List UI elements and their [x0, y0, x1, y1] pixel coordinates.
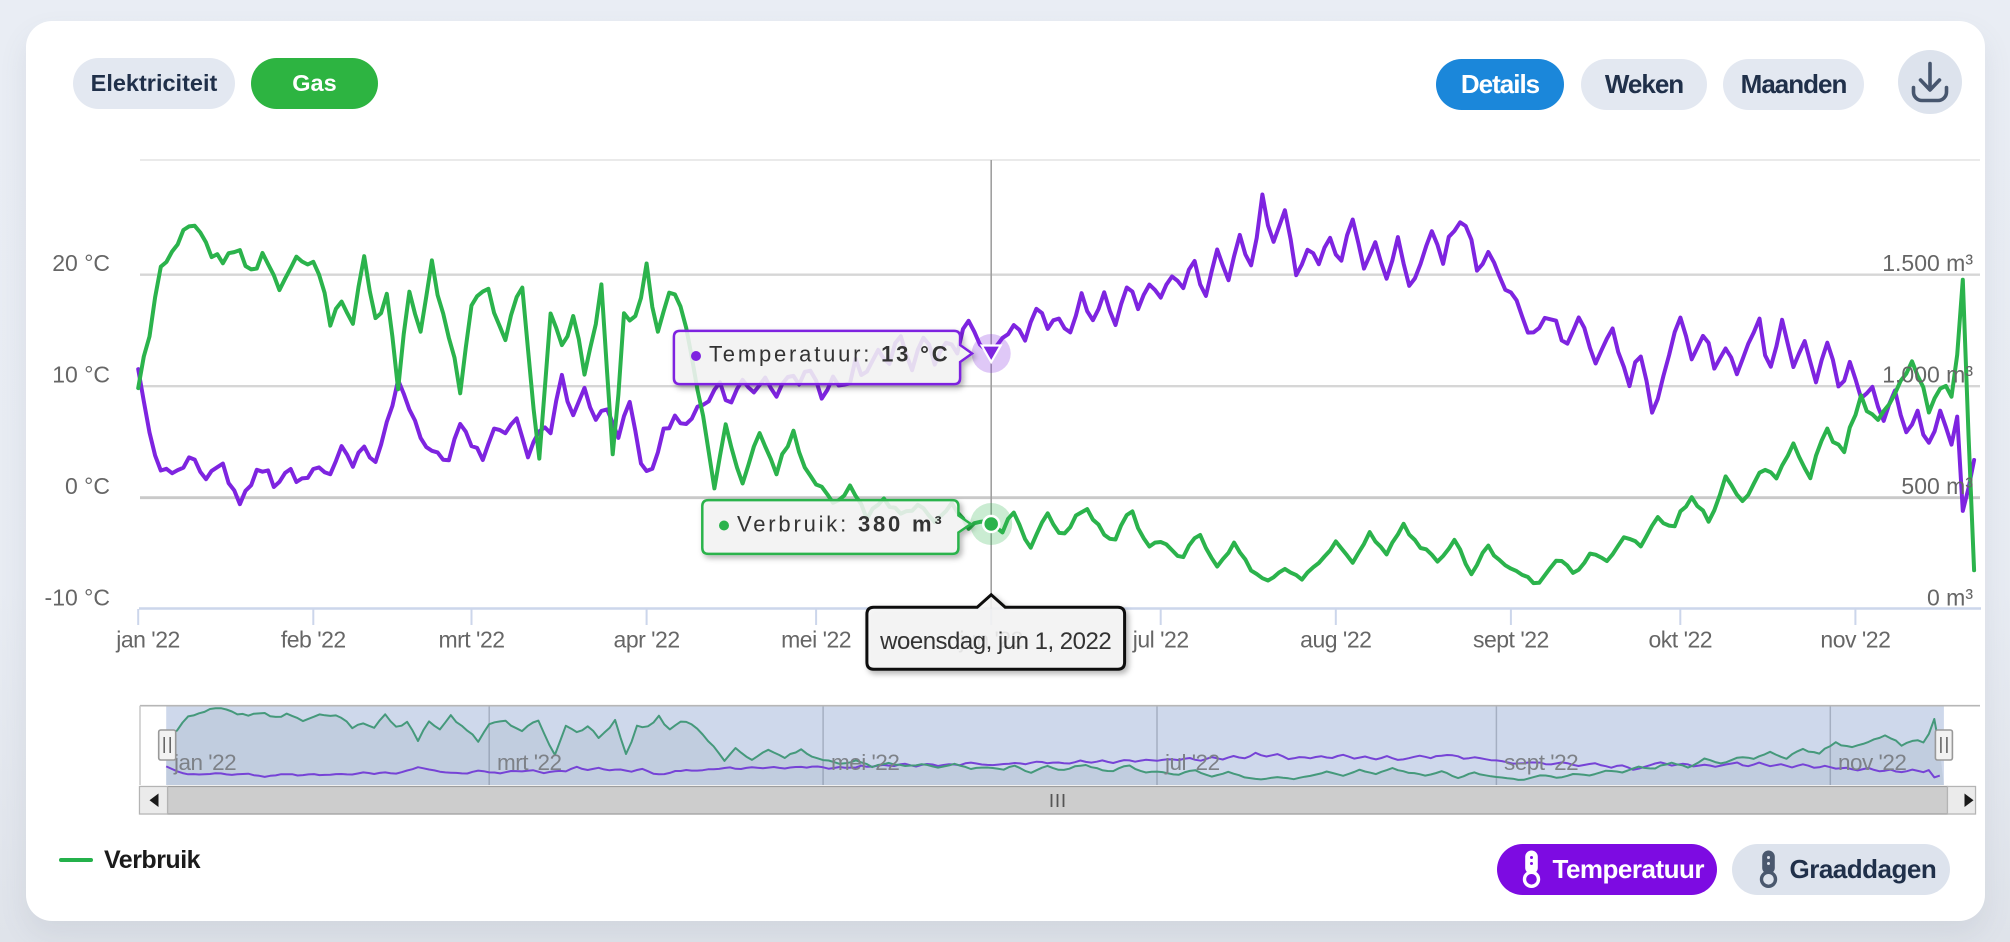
svg-text:jan '22: jan '22 [173, 750, 236, 775]
svg-text:apr '22: apr '22 [614, 627, 680, 653]
svg-text:mei '22: mei '22 [831, 750, 899, 775]
svg-text:20 °C: 20 °C [52, 250, 110, 276]
svg-text:10 °C: 10 °C [52, 362, 110, 388]
svg-text:jul '22: jul '22 [1132, 627, 1189, 653]
svg-text:woensdag, jun 1, 2022: woensdag, jun 1, 2022 [879, 628, 1111, 655]
svg-text:jul '22: jul '22 [1164, 750, 1220, 775]
svg-text:1.500 m³: 1.500 m³ [1882, 250, 1973, 276]
svg-text:0 °C: 0 °C [65, 473, 110, 499]
svg-text:aug '22: aug '22 [1300, 627, 1371, 653]
svg-text:sept '22: sept '22 [1473, 627, 1549, 653]
svg-text:feb '22: feb '22 [281, 627, 346, 653]
svg-text:nov '22: nov '22 [1838, 750, 1906, 775]
svg-text:okt '22: okt '22 [1649, 627, 1713, 653]
svg-text:jan '22: jan '22 [115, 627, 180, 653]
svg-text:mrt '22: mrt '22 [497, 750, 562, 775]
svg-text:mei '22: mei '22 [781, 627, 851, 653]
svg-text:Temperatuur: 13 °C: Temperatuur: 13 °C [709, 342, 950, 367]
svg-text:nov '22: nov '22 [1820, 627, 1890, 653]
svg-text:500 m³: 500 m³ [1901, 473, 1973, 499]
svg-text:sept '22: sept '22 [1504, 750, 1578, 775]
svg-text:mrt '22: mrt '22 [438, 627, 504, 653]
svg-text:Verbruik: 380 m³: Verbruik: 380 m³ [737, 512, 944, 537]
svg-text:0 m³: 0 m³ [1927, 585, 1973, 611]
svg-text:-10 °C: -10 °C [45, 585, 110, 611]
svg-text:1.000 m³: 1.000 m³ [1882, 362, 1973, 388]
